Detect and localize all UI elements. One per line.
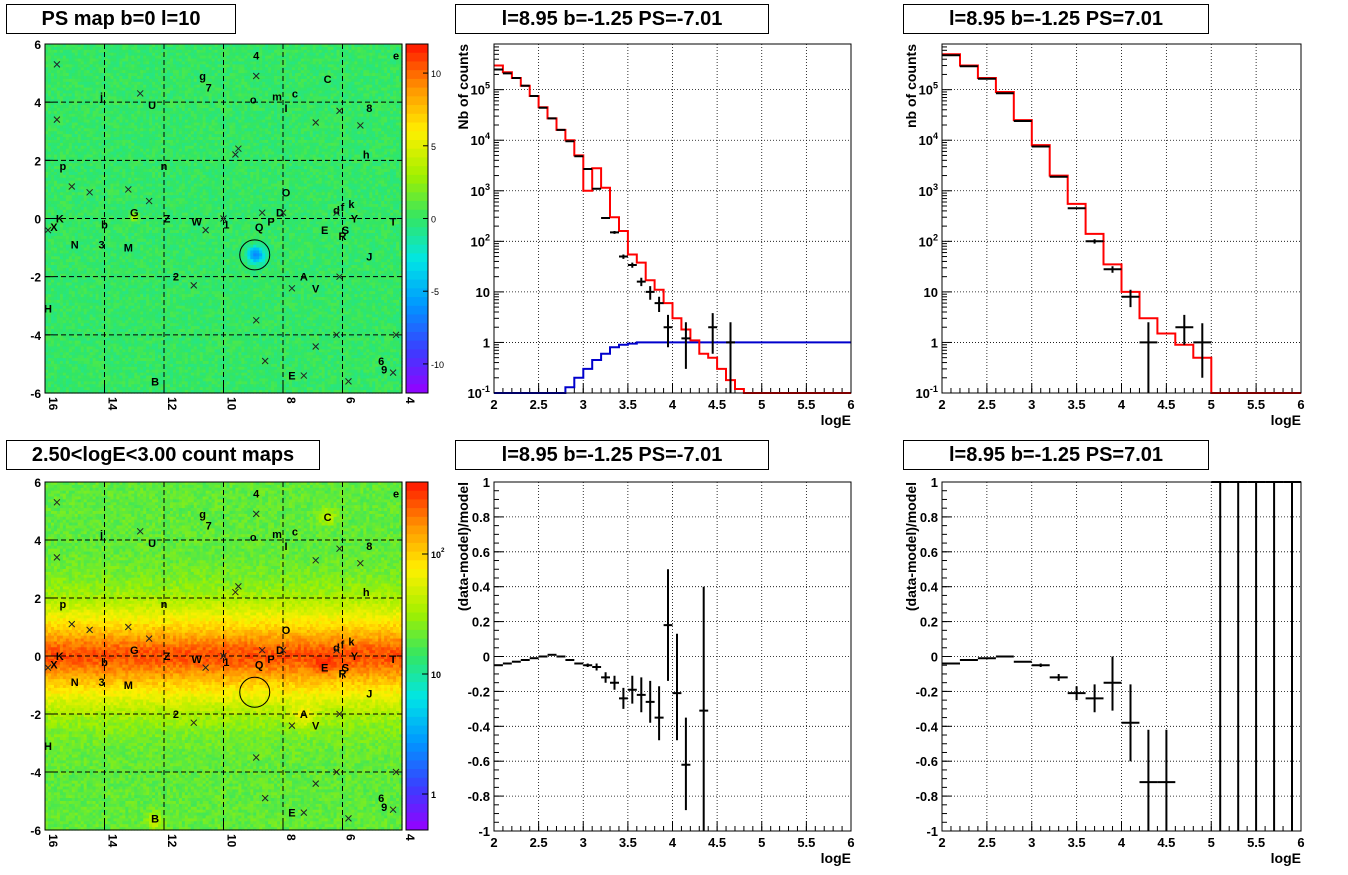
ps-map-plot: 16 14 12 10 8 6 46420-2-4-6e4g7Co m cI 8jUhp nOd f k… bbox=[30, 38, 444, 411]
